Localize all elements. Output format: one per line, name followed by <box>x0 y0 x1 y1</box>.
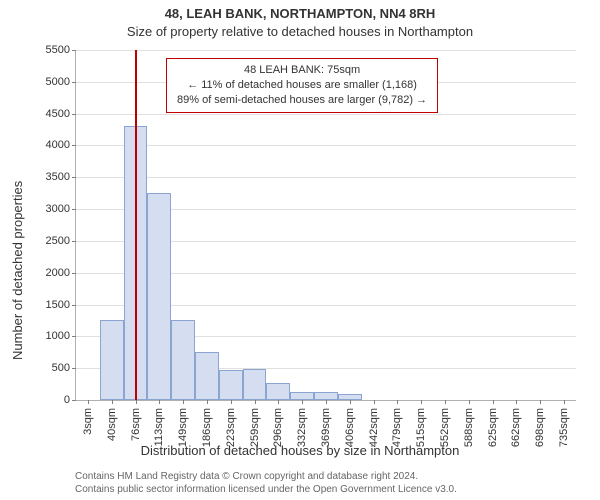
annotation-line: 89% of semi-detached houses are larger (… <box>177 93 427 108</box>
x-tick-mark <box>540 400 541 404</box>
x-tick-label: 259sqm <box>249 408 261 447</box>
x-tick-mark <box>421 400 422 404</box>
x-tick-label: 552sqm <box>439 408 451 447</box>
x-tick-mark <box>207 400 208 404</box>
y-tick-label: 1000 <box>46 330 76 342</box>
attribution-line: Contains HM Land Registry data © Crown c… <box>75 471 457 484</box>
x-tick-label: 442sqm <box>368 408 380 447</box>
bar <box>243 369 267 400</box>
annotation-box: 48 LEAH BANK: 75sqm← 11% of detached hou… <box>166 58 438 113</box>
annotation-line: ← 11% of detached houses are smaller (1,… <box>177 78 427 93</box>
bar <box>219 370 243 400</box>
x-tick-mark <box>302 400 303 404</box>
x-tick-mark <box>136 400 137 404</box>
x-tick-label: 40sqm <box>106 408 118 441</box>
x-tick-mark <box>516 400 517 404</box>
y-axis-label: Number of detached properties <box>10 181 25 360</box>
x-tick-mark <box>278 400 279 404</box>
x-tick-label: 406sqm <box>344 408 356 447</box>
bar <box>100 320 124 400</box>
x-tick-mark <box>231 400 232 404</box>
bar <box>195 352 219 400</box>
x-tick-mark <box>88 400 89 404</box>
chart-title: 48, LEAH BANK, NORTHAMPTON, NN4 8RH <box>0 6 600 21</box>
x-tick-label: 625sqm <box>487 408 499 447</box>
x-tick-label: 186sqm <box>201 408 213 447</box>
x-tick-label: 735sqm <box>558 408 570 447</box>
x-tick-label: 3sqm <box>82 408 94 435</box>
y-tick-label: 0 <box>64 394 76 406</box>
x-tick-label: 515sqm <box>415 408 427 447</box>
annotation-line: 48 LEAH BANK: 75sqm <box>177 63 427 78</box>
bar <box>147 193 171 400</box>
x-axis-label: Distribution of detached houses by size … <box>0 443 600 458</box>
gridline <box>76 114 576 115</box>
x-tick-label: 149sqm <box>177 408 189 447</box>
x-tick-label: 369sqm <box>320 408 332 447</box>
x-tick-label: 662sqm <box>510 408 522 447</box>
x-tick-mark <box>493 400 494 404</box>
y-tick-label: 4500 <box>46 108 76 120</box>
y-tick-label: 3000 <box>46 203 76 215</box>
y-tick-label: 5500 <box>46 44 76 56</box>
bar <box>290 392 314 400</box>
x-tick-label: 479sqm <box>391 408 403 447</box>
x-tick-label: 698sqm <box>534 408 546 447</box>
y-tick-label: 1500 <box>46 299 76 311</box>
attribution-line: Contains public sector information licen… <box>75 484 457 497</box>
bar <box>171 320 195 400</box>
x-tick-label: 588sqm <box>463 408 475 447</box>
gridline <box>76 177 576 178</box>
x-tick-mark <box>326 400 327 404</box>
bar <box>314 392 338 400</box>
x-tick-label: 332sqm <box>296 408 308 447</box>
x-tick-mark <box>350 400 351 404</box>
y-tick-label: 2000 <box>46 267 76 279</box>
x-tick-label: 296sqm <box>272 408 284 447</box>
x-tick-mark <box>159 400 160 404</box>
x-tick-mark <box>469 400 470 404</box>
x-tick-label: 113sqm <box>153 408 165 446</box>
y-tick-label: 5000 <box>46 76 76 88</box>
y-tick-label: 2500 <box>46 235 76 247</box>
y-tick-label: 4000 <box>46 139 76 151</box>
x-tick-label: 223sqm <box>225 408 237 447</box>
x-tick-label: 76sqm <box>130 408 142 441</box>
gridline <box>76 145 576 146</box>
marker-line <box>135 50 137 400</box>
attribution-text: Contains HM Land Registry data © Crown c… <box>75 471 457 496</box>
x-tick-mark <box>397 400 398 404</box>
bar <box>266 383 290 400</box>
x-tick-mark <box>112 400 113 404</box>
x-tick-mark <box>374 400 375 404</box>
x-tick-mark <box>255 400 256 404</box>
y-tick-label: 500 <box>52 362 76 374</box>
x-tick-mark <box>564 400 565 404</box>
y-tick-label: 3500 <box>46 171 76 183</box>
x-tick-mark <box>445 400 446 404</box>
gridline <box>76 50 576 51</box>
x-tick-mark <box>183 400 184 404</box>
chart-plot-area: 0500100015002000250030003500400045005000… <box>75 50 576 401</box>
chart-subtitle: Size of property relative to detached ho… <box>0 24 600 39</box>
